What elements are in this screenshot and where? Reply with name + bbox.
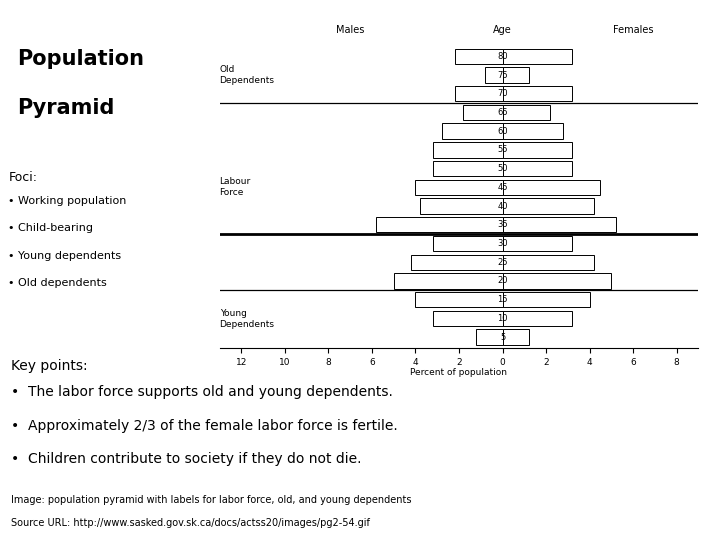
Text: 45: 45 [498,183,508,192]
Text: Image: population pyramid with labels for labor force, old, and young dependents: Image: population pyramid with labels fo… [11,495,411,505]
Text: • Child-bearing: • Child-bearing [9,223,94,233]
Text: Labour
Force: Labour Force [220,177,251,198]
Text: Males: Males [336,25,364,35]
Text: 80: 80 [498,52,508,61]
Bar [411,254,503,270]
Bar [454,86,503,102]
Text: Age: Age [493,25,512,35]
Bar [503,142,572,158]
X-axis label: Percent of population: Percent of population [410,368,508,377]
Bar [503,292,590,307]
Bar [503,124,564,139]
Text: Source URL: http://www.sasked.gov.sk.ca/docs/actss20/images/pg2-54.gif: Source URL: http://www.sasked.gov.sk.ca/… [11,518,369,528]
Text: 10: 10 [498,314,508,323]
Text: 50: 50 [498,164,508,173]
Text: Females: Females [613,25,653,35]
Bar [503,236,572,251]
Bar [503,254,594,270]
Bar [415,180,503,195]
Bar [454,49,503,64]
Text: • Young dependents: • Young dependents [9,251,122,261]
Text: 40: 40 [498,201,508,211]
Text: • Working population: • Working population [9,195,127,206]
Bar [433,236,503,251]
Text: Old
Dependents: Old Dependents [220,65,274,85]
Text: • Old dependents: • Old dependents [9,278,107,288]
Text: 65: 65 [498,108,508,117]
Bar [503,86,572,102]
Text: Key points:: Key points: [11,359,87,373]
Text: 75: 75 [498,71,508,79]
Bar [433,142,503,158]
Text: 60: 60 [498,127,508,136]
Text: Pyramid: Pyramid [17,98,114,118]
Bar [503,68,528,83]
Bar [503,273,611,288]
Text: 30: 30 [498,239,508,248]
Text: 15: 15 [498,295,508,304]
Bar [433,310,503,326]
Text: Population: Population [17,49,144,69]
Bar [503,49,572,64]
Bar [415,292,503,307]
Text: •  Approximately 2/3 of the female labor force is fertile.: • Approximately 2/3 of the female labor … [11,419,397,433]
Text: 25: 25 [498,258,508,267]
Bar [420,198,503,214]
Text: 55: 55 [498,145,508,154]
Bar [503,329,528,345]
Bar [377,217,503,232]
Bar [433,161,503,176]
Bar [503,105,550,120]
Text: 5: 5 [500,333,505,342]
Bar [503,310,572,326]
Bar [503,180,600,195]
Bar [477,329,503,345]
Text: 35: 35 [498,220,508,230]
Bar [464,105,503,120]
Text: •  Children contribute to society if they do not die.: • Children contribute to society if they… [11,453,361,467]
Text: •  The labor force supports old and young dependents.: • The labor force supports old and young… [11,386,392,400]
Bar [503,217,616,232]
Bar [441,124,503,139]
Text: Young
Dependents: Young Dependents [220,309,274,329]
Bar [394,273,503,288]
Bar [503,161,572,176]
Bar [503,198,594,214]
Text: Foci:: Foci: [9,171,37,184]
Bar [485,68,503,83]
Text: 70: 70 [498,89,508,98]
Text: 20: 20 [498,276,508,286]
